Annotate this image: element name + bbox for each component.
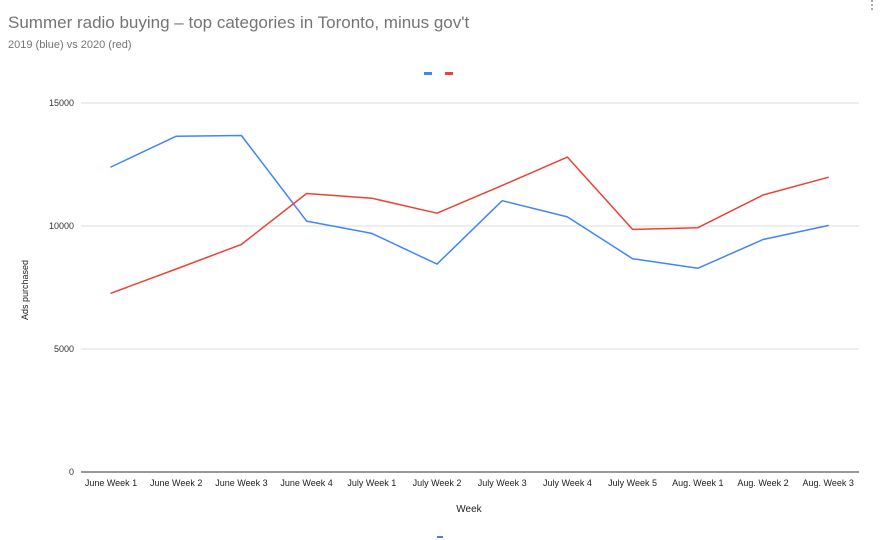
- chart-subtitle: 2019 (blue) vs 2020 (red): [8, 39, 132, 51]
- x-tick-label: July Week 2: [413, 478, 462, 488]
- series-line-1: [110, 134, 829, 270]
- legend: [424, 72, 453, 75]
- x-axis-ticks: June Week 1 June Week 2 June Week 3 June We…: [85, 478, 854, 488]
- x-tick-label: June Week 2: [150, 478, 202, 488]
- x-tick-label: Aug. Week 1: [672, 478, 723, 488]
- x-tick-label: July Week 4: [543, 478, 592, 488]
- y-axis-label: Ads purchased: [20, 260, 30, 320]
- gridlines: [81, 102, 859, 473]
- y-tick-label: 10000: [49, 221, 74, 231]
- x-tick-label: July Week 1: [347, 478, 396, 488]
- x-tick-label: June Week 1: [85, 478, 137, 488]
- x-tick-label: July Week 5: [608, 478, 657, 488]
- x-tick-label: Aug. Week 3: [803, 478, 854, 488]
- series-line-2: [110, 156, 829, 294]
- y-tick-label: 0: [69, 467, 74, 477]
- chart-title: Summer radio buying – top categories in …: [8, 13, 470, 32]
- x-tick-label: Aug. Week 2: [737, 478, 788, 488]
- more-vert-icon[interactable]: [868, 0, 876, 14]
- x-tick-label: June Week 4: [280, 478, 332, 488]
- legend-swatch-2: [445, 72, 453, 75]
- series-lines: [110, 134, 829, 294]
- y-axis-ticks: 0 5000 10000 15000: [49, 98, 74, 477]
- scroll-indicator: [437, 536, 443, 538]
- x-tick-label: June Week 3: [215, 478, 267, 488]
- y-tick-label: 5000: [54, 344, 74, 354]
- legend-swatch-1: [424, 72, 432, 75]
- x-tick-label: July Week 3: [478, 478, 527, 488]
- y-tick-label: 15000: [49, 98, 74, 108]
- x-axis-label: Week: [456, 504, 482, 515]
